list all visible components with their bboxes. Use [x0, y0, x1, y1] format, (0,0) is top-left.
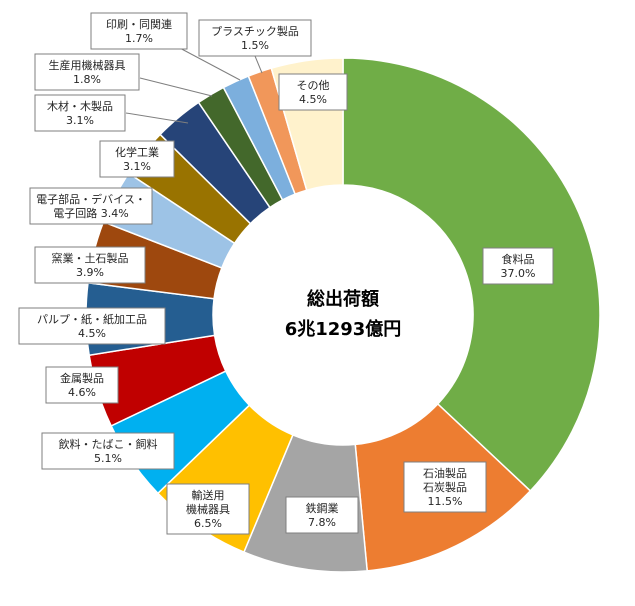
slice-label-line: 3.9%	[76, 266, 104, 279]
slice-label-line: 1.7%	[125, 32, 153, 45]
slice-label-line: 電子部品・デバイス・	[36, 192, 146, 206]
slice-label-line: 4.6%	[68, 386, 96, 399]
center-title: 総出荷額	[307, 288, 379, 310]
slice-label-line: パルプ・紙・紙加工品	[37, 312, 147, 326]
slice-label-line: 鉄鋼業	[306, 501, 339, 515]
slice-label-line: 7.8%	[308, 516, 336, 529]
slice-label-line: 4.5%	[78, 327, 106, 340]
slice-label-line: プラスチック製品	[211, 24, 299, 38]
slice-label-box	[29, 187, 153, 225]
slice-label-line: 3.1%	[66, 114, 94, 127]
leader-line-13	[254, 55, 263, 74]
slice-label-line: 飲料・たばこ・飼料	[59, 437, 158, 451]
slice-label-box	[403, 461, 487, 513]
slice-label-box	[34, 246, 146, 284]
slice-label-box	[34, 53, 140, 91]
slice-label-box	[99, 140, 175, 178]
slice-label-line: 食料品	[502, 252, 535, 266]
slice-label-box	[45, 366, 119, 404]
leader-line-10	[125, 112, 189, 124]
slice-label-line: 1.8%	[73, 73, 101, 86]
slice-label-line: 印刷・同関連	[106, 17, 172, 31]
slice-label-line: 37.0%	[501, 267, 536, 280]
slice-label-line: その他	[297, 79, 330, 92]
slice-label-line: 4.5%	[299, 93, 327, 106]
slice-label-line: 電子回路 3.4%	[53, 207, 128, 220]
slice-label-line: 1.5%	[241, 39, 269, 52]
slice-label-line: 6.5%	[194, 517, 222, 530]
slice-label-box	[34, 94, 126, 132]
slice-label-line: 木材・木製品	[47, 99, 113, 113]
leader-lines	[125, 45, 263, 124]
slice-label-box	[90, 12, 188, 50]
slice-label-line: 機械器具	[186, 502, 230, 516]
slice-label-box	[482, 247, 554, 285]
slice-label-4: 飲料・たばこ・飼料5.1%	[41, 432, 175, 470]
slice-label-box	[285, 496, 359, 534]
leader-line-12	[175, 45, 241, 81]
center-total: 6兆1293億円	[285, 318, 402, 340]
slice-label-line: 窯業・土石製品	[52, 251, 129, 265]
slice-label-line: 生産用機械器具	[49, 58, 126, 72]
slice-0	[342, 57, 601, 492]
slice-label-box	[166, 483, 250, 535]
slice-label-line: 石炭製品	[423, 480, 467, 494]
slice-label-8: 電子部品・デバイス・電子回路 3.4%	[29, 187, 153, 225]
slice-label-line: 石油製品	[423, 466, 467, 480]
slice-label-line: 金属製品	[60, 371, 104, 385]
slice-label-line: 11.5%	[428, 495, 463, 508]
slice-label-box	[198, 19, 312, 57]
slice-label-line: 輸送用	[192, 488, 225, 502]
slice-label-box	[278, 73, 348, 111]
slice-label-box	[41, 432, 175, 470]
slice-label-line: 3.1%	[123, 160, 151, 173]
slice-label-line: 化学工業	[115, 145, 159, 159]
slice-label-line: 5.1%	[94, 452, 122, 465]
leader-line-11	[139, 77, 213, 97]
slice-label-box	[18, 307, 166, 345]
